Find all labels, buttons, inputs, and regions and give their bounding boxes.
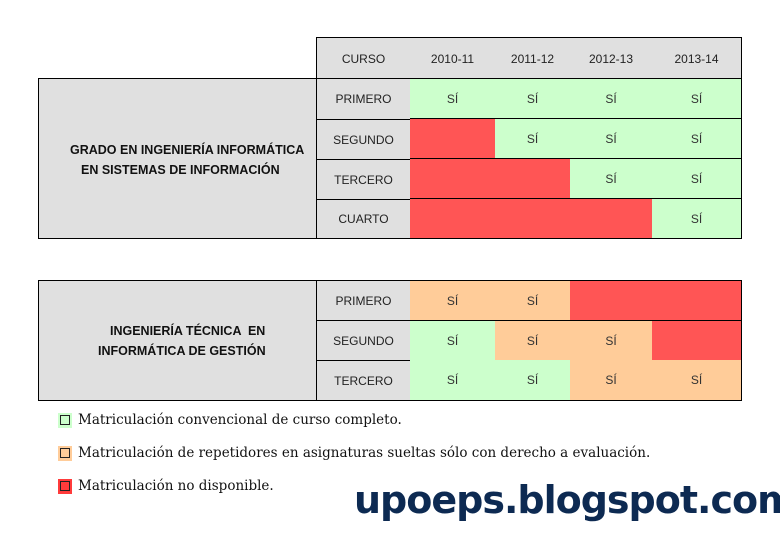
- table-tecnica-gestion: INGENIERÍA TÉCNICA EN INFORMÁTICA DE GES…: [38, 280, 742, 401]
- status-cell: SÍ: [570, 118, 653, 159]
- status-cell: SÍ: [570, 158, 653, 199]
- status-cell: [410, 158, 496, 199]
- table-grado-sistemas: CURSO 2010-11 2011-12 2012-13 2013-14 GR…: [0, 0, 780, 240]
- header-curso: CURSO: [316, 37, 411, 79]
- watermark-text: upoeps.blogspot.com: [354, 478, 780, 522]
- green-swatch-icon: [58, 412, 72, 428]
- degree-title-line-2: INFORMÁTICA DE GESTIÓN: [98, 344, 266, 358]
- header-year-2011-12: 2011-12: [495, 37, 571, 79]
- status-cell: SÍ: [570, 79, 653, 119]
- status-cell: SÍ: [410, 280, 496, 321]
- course-cell-cuarto: CUARTO: [316, 199, 411, 239]
- legend-item-red: Matriculación no disponible.: [58, 478, 274, 494]
- status-cell: SÍ: [495, 360, 571, 401]
- degree-label-tecnica: INGENIERÍA TÉCNICA EN INFORMÁTICA DE GES…: [38, 280, 317, 401]
- degree-title-line-1: INGENIERÍA TÉCNICA EN: [110, 324, 266, 338]
- status-cell: [652, 280, 742, 321]
- legend: Matriculación convencional de curso comp…: [58, 410, 758, 500]
- degree-title-line-2: EN SISTEMAS DE INFORMACIÓN: [81, 163, 280, 177]
- status-cell: SÍ: [570, 360, 653, 401]
- status-cell: SÍ: [652, 198, 742, 239]
- status-cell: [570, 198, 653, 239]
- status-cell: [410, 198, 496, 239]
- status-cell: [570, 280, 653, 321]
- course-cell-tercero: TERCERO: [316, 360, 411, 401]
- status-cell: SÍ: [495, 280, 571, 321]
- status-cell: SÍ: [652, 79, 742, 119]
- status-cell: SÍ: [652, 158, 742, 199]
- status-cell: SÍ: [495, 79, 571, 119]
- status-cell: SÍ: [410, 360, 496, 401]
- red-swatch-icon: [58, 478, 72, 494]
- course-cell-primero: PRIMERO: [316, 78, 411, 119]
- status-cell: SÍ: [652, 360, 742, 401]
- status-cell: [495, 158, 571, 199]
- degree-title-line-1: GRADO EN INGENIERÍA INFORMÁTICA: [70, 143, 305, 157]
- legend-item-green: Matriculación convencional de curso comp…: [58, 412, 402, 428]
- status-cell: SÍ: [410, 320, 496, 361]
- header-year-2010-11: 2010-11: [410, 37, 496, 79]
- course-cell-segundo: SEGUNDO: [316, 320, 411, 361]
- header-year-2013-14: 2013-14: [652, 37, 742, 79]
- status-cell: SÍ: [570, 320, 653, 361]
- status-cell: SÍ: [652, 118, 742, 159]
- status-cell: SÍ: [495, 320, 571, 361]
- legend-item-orange: Matriculación de repetidores en asignatu…: [58, 445, 650, 461]
- course-cell-primero: PRIMERO: [316, 280, 411, 321]
- header-year-2012-13: 2012-13: [570, 37, 653, 79]
- course-cell-segundo: SEGUNDO: [316, 119, 411, 159]
- status-cell: [652, 320, 742, 361]
- status-cell: [410, 118, 496, 159]
- status-cell: SÍ: [495, 118, 571, 159]
- course-cell-tercero: TERCERO: [316, 159, 411, 199]
- orange-swatch-icon: [58, 445, 72, 461]
- degree-label-grado: GRADO EN INGENIERÍA INFORMÁTICA EN SISTE…: [38, 78, 317, 239]
